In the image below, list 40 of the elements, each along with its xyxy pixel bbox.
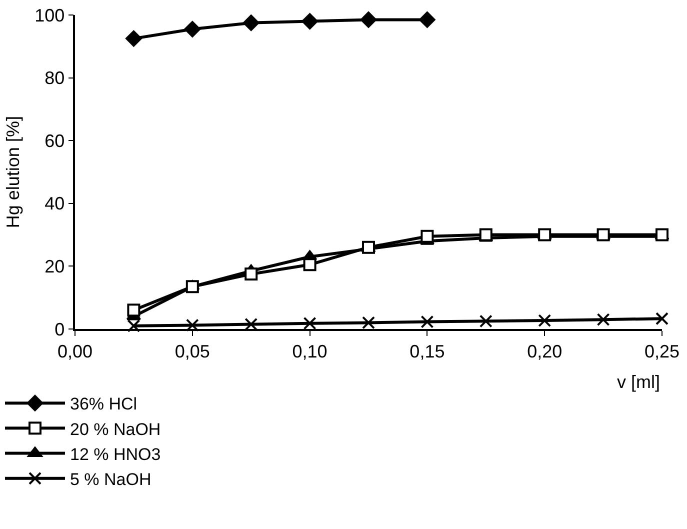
point	[479, 228, 492, 242]
point	[127, 304, 140, 317]
x-tick-label: 0,15	[410, 341, 445, 362]
x-tick-label: 0,05	[174, 341, 210, 362]
point	[656, 312, 668, 326]
point	[242, 14, 260, 31]
point	[420, 315, 434, 328]
point	[538, 314, 552, 328]
point	[362, 316, 375, 330]
y-axis-title: Hg elution [%]	[3, 116, 24, 228]
x-tick-label: 0,00	[57, 341, 93, 362]
point	[360, 12, 377, 28]
legend-label: 5 % NaOH	[70, 470, 152, 489]
point	[303, 316, 316, 330]
y-tick-label: 60	[44, 130, 65, 151]
point	[596, 313, 610, 326]
legend-label: 12 % HNO3	[70, 444, 161, 464]
point	[127, 319, 140, 332]
y-tick-label: 100	[34, 5, 65, 26]
point	[419, 12, 436, 28]
point	[186, 318, 199, 332]
point	[126, 30, 142, 47]
x-tick-label: 0,20	[527, 341, 562, 362]
x-axis-title: v [ml]	[617, 372, 660, 392]
legend-label: 20 % NaOH	[70, 420, 161, 439]
x-tick-label: 0,10	[292, 341, 328, 362]
y-tick-label: 40	[44, 194, 65, 214]
x-tick-label: 0,25	[644, 341, 680, 362]
point	[302, 13, 318, 30]
point	[244, 318, 258, 331]
point	[420, 230, 434, 243]
legend-label: 36% HCl	[70, 394, 138, 414]
point	[244, 268, 258, 281]
y-tick-label: 80	[44, 68, 65, 88]
point	[184, 20, 201, 38]
point	[186, 280, 199, 294]
y-tick-label: 0	[54, 319, 65, 340]
point	[479, 314, 492, 328]
y-tick-label: 20	[44, 256, 65, 276]
point	[303, 258, 316, 272]
